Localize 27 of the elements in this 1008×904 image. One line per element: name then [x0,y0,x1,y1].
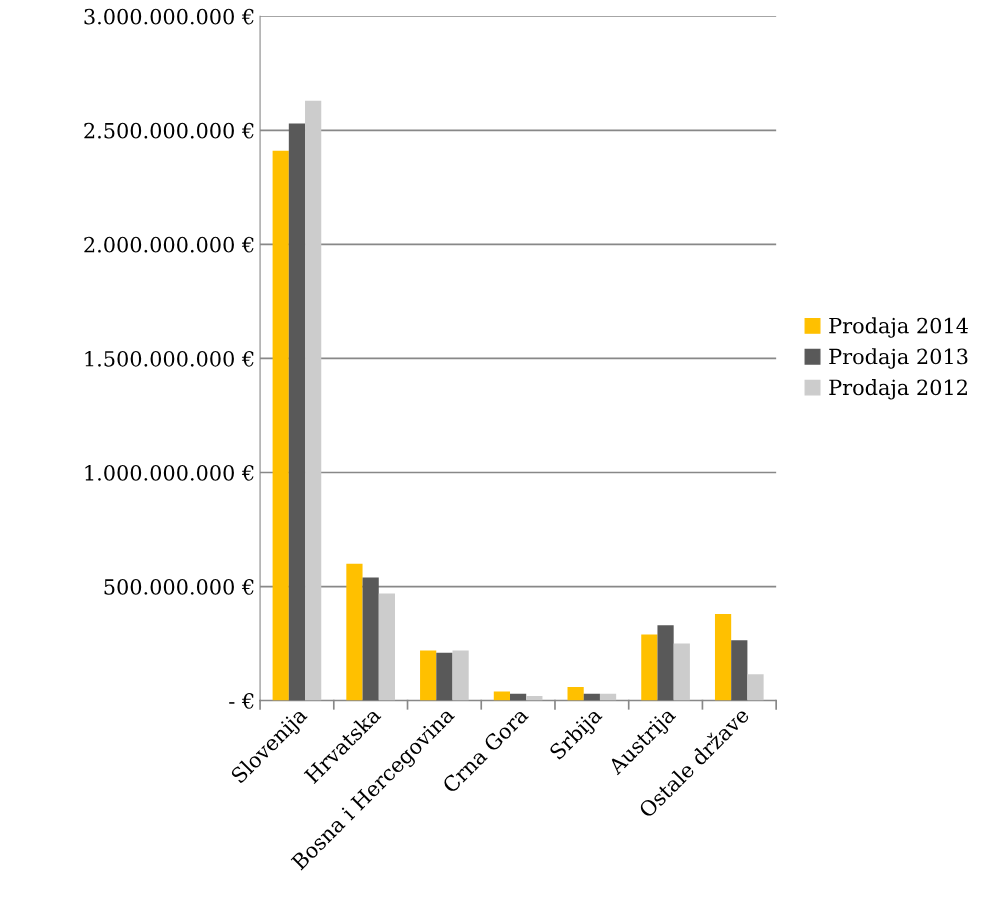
bar [493,691,510,701]
y-tick-label: 1.500.000.000 € [85,350,254,367]
y-tick-label: 1.000.000.000 € [85,464,254,481]
bar [657,625,674,701]
bar [272,150,289,701]
bar [420,650,437,701]
bar [731,640,748,701]
bar [305,100,322,701]
y-tick-label: 3.000.000.000 € [84,8,254,25]
y-tick-label: - € [229,693,254,709]
bar [452,650,469,701]
bar [346,563,363,701]
bar [362,577,379,701]
bar [747,674,764,701]
y-tick-label: 2.000.000.000 € [84,236,254,253]
bar [714,613,732,701]
bar [641,634,658,701]
bar [288,123,306,701]
bar [378,593,395,701]
bar [673,643,690,701]
legend-label: Prodaja 2012 [829,379,967,400]
y-tick-label: 500.000.000 € [104,579,254,595]
bar [567,686,584,701]
y-tick-label: 2.500.000.000 € [84,122,254,139]
legend-label: Prodaja 2013 [829,348,968,369]
legend-label: Prodaja 2014 [829,317,968,338]
bar [436,652,453,701]
